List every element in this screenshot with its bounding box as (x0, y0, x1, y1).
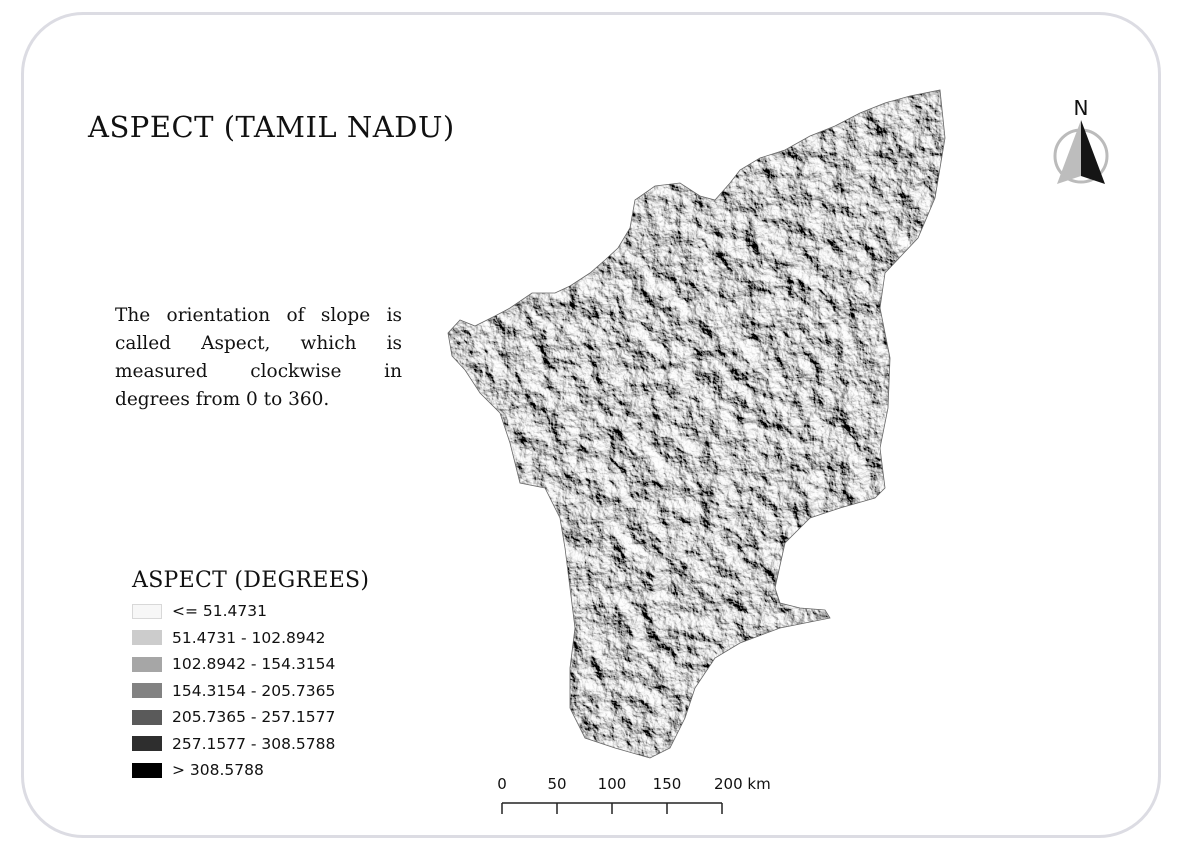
legend-items: <= 51.4731 51.4731 - 102.8942 102.8942 - 1… (132, 598, 369, 784)
legend-swatch (132, 630, 162, 646)
legend-item: 154.3154 - 205.7365 (132, 678, 369, 705)
legend-label: 205.7365 - 257.1577 (172, 708, 336, 727)
legend-title: ASPECT (DEGREES) (132, 568, 370, 593)
legend-item: 257.1577 - 308.5788 (132, 731, 369, 758)
legend-label: <= 51.4731 (172, 602, 267, 621)
scale-tick-label: 0 (497, 775, 507, 793)
legend-item: 102.8942 - 154.3154 (132, 651, 369, 678)
scale-tick-label: 200 km (714, 775, 771, 793)
legend-item: 51.4731 - 102.8942 (132, 625, 369, 652)
scale-tick-label: 50 (547, 775, 566, 793)
legend-swatch (132, 709, 162, 725)
legend-swatch (132, 656, 162, 672)
legend-label: 257.1577 - 308.5788 (172, 734, 336, 753)
tamil-nadu-aspect-raster (447, 89, 946, 759)
map-description: The orientation of slope is called Aspec… (115, 305, 402, 410)
scale-bar: 0 50 100 150 200 km (497, 775, 771, 814)
legend-swatch (132, 762, 162, 778)
legend-swatch (132, 683, 162, 699)
legend-item: <= 51.4731 (132, 598, 369, 625)
north-label: N (1073, 96, 1089, 120)
scale-tick-label: 150 (653, 775, 682, 793)
north-arrow: N (1050, 96, 1112, 188)
legend-label: 51.4731 - 102.8942 (172, 628, 326, 647)
legend: ASPECT (DEGREES) <= 51.4731 51.4731 - 102… (132, 568, 369, 784)
legend-label: 102.8942 - 154.3154 (172, 655, 336, 674)
scale-tick-label: 100 (598, 775, 627, 793)
legend-item: > 308.5788 (132, 757, 369, 784)
map-title: ASPECT (TAMIL NADU) (88, 110, 455, 144)
legend-item: 205.7365 - 257.1577 (132, 704, 369, 731)
legend-swatch (132, 603, 162, 619)
legend-label: > 308.5788 (172, 761, 264, 780)
legend-label: 154.3154 - 205.7365 (172, 681, 336, 700)
north-arrow-icon (1053, 120, 1109, 184)
legend-swatch (132, 736, 162, 752)
